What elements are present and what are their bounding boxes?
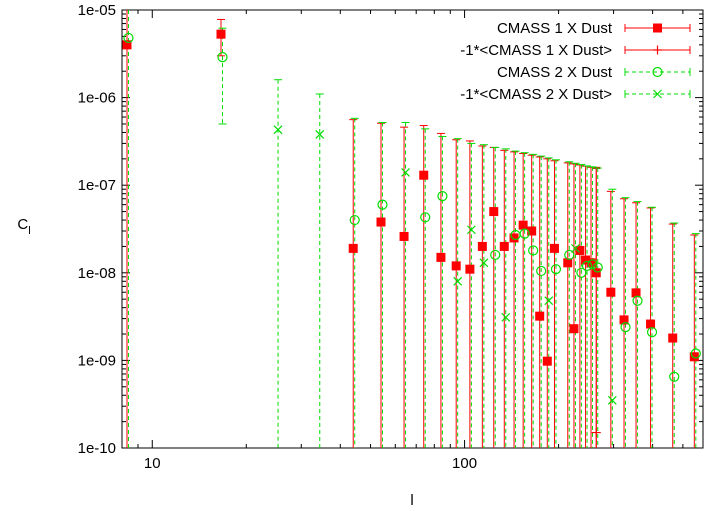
data-point: [535, 311, 545, 321]
y-tick-label: 1e-09: [78, 352, 116, 369]
data-point: [437, 191, 448, 202]
legend-marker: [652, 66, 663, 78]
data-point: [419, 170, 429, 180]
data-point: [499, 241, 509, 251]
data-point: [401, 167, 410, 177]
data-point: [216, 29, 226, 39]
data-point: [581, 260, 593, 271]
y-tick-label: 1e-08: [78, 265, 116, 282]
data-point: [399, 231, 409, 241]
legend-marker: [653, 23, 662, 33]
y-tick-label: 1e-05: [78, 2, 116, 19]
data-point: [217, 51, 228, 63]
data-point: [273, 125, 283, 135]
data-point: [668, 333, 678, 343]
y-axis-label: Cl: [17, 216, 30, 237]
legend-label: -1*<CMASS 1 X Dust>: [460, 42, 612, 59]
data-point: [542, 356, 552, 366]
data-point: [646, 319, 656, 329]
data-point: [501, 312, 511, 322]
data-point: [436, 252, 446, 262]
data-point: [576, 267, 587, 278]
data-point: [550, 264, 562, 275]
data-point: [509, 233, 519, 243]
data-point: [619, 315, 629, 325]
axis-ticks: 1e-10 1e-09 1e-08 1e-07 1e-06 1e-05 10 100: [78, 2, 703, 472]
data-point: [564, 249, 575, 261]
y-tick-label: 1e-06: [78, 90, 116, 107]
data-point: [527, 226, 537, 236]
data-point: [519, 228, 530, 239]
data-point: [376, 217, 386, 227]
data-point: [581, 255, 591, 265]
data-point: [632, 295, 643, 306]
data-point: [490, 249, 501, 261]
data-point: [122, 40, 132, 50]
legend-label: CMASS 2 X Dust: [497, 64, 613, 81]
data-point: [669, 371, 680, 382]
data-point: [571, 243, 580, 253]
x-tick-label: 100: [452, 455, 477, 472]
data-point: [646, 327, 658, 338]
data-point: [477, 241, 487, 251]
data-point: [606, 287, 616, 297]
data-point: [348, 243, 358, 253]
data-point: [591, 428, 601, 438]
data-point: [453, 276, 463, 286]
error-bars: [126, 10, 700, 448]
data-point: [592, 262, 603, 273]
legend-label: CMASS 1 X Dust: [497, 20, 613, 37]
data-point: [575, 245, 585, 255]
data-point: [591, 268, 601, 278]
plot-frame: [121, 9, 704, 449]
data-point: [569, 324, 579, 334]
data-point: [420, 212, 431, 223]
data-point: [528, 245, 539, 256]
data-point: [377, 199, 388, 210]
data-point: [466, 225, 476, 235]
data-point: [123, 32, 134, 44]
legend: CMASS 1 X Dust -1*<CMASS 1 X Dust> CMASS 2…: [460, 20, 691, 103]
data-point: [620, 321, 631, 333]
data-point: [563, 258, 573, 268]
data-point: [689, 352, 699, 362]
data-point: [549, 243, 559, 253]
data-point: [315, 129, 325, 139]
y-tick-label: 1e-07: [78, 177, 116, 194]
data-point: [607, 395, 617, 405]
legend-marker: [653, 89, 662, 99]
data-point: [451, 261, 461, 271]
data-point: [544, 296, 554, 306]
data-point: [489, 207, 499, 217]
data-markers: [122, 29, 701, 438]
data-point: [479, 258, 489, 268]
legend-marker: [653, 45, 662, 55]
data-point: [518, 220, 528, 230]
legend-label: -1*<CMASS 2 X Dust>: [460, 86, 612, 103]
data-point: [349, 214, 360, 226]
data-point: [536, 265, 547, 277]
data-point: [587, 259, 598, 270]
data-point: [631, 288, 641, 298]
data-point: [465, 264, 475, 274]
x-axis-label: l: [410, 492, 413, 509]
data-point: [690, 348, 701, 359]
x-tick-label: 10: [144, 455, 161, 472]
y-tick-label: 1e-10: [78, 440, 116, 457]
